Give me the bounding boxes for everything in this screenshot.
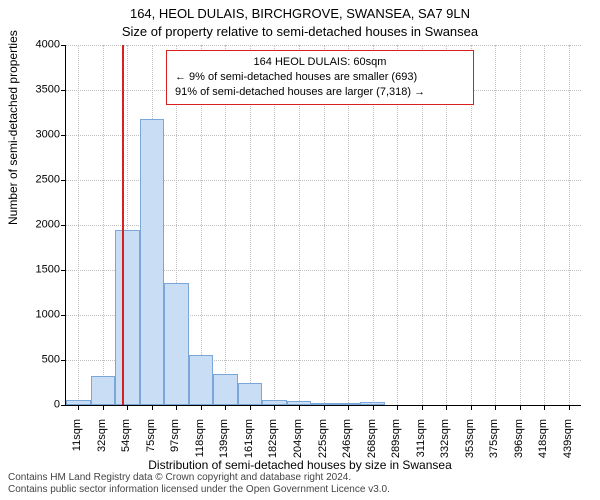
xtick-mark (495, 405, 496, 410)
xtick-label: 353sqm (464, 419, 476, 469)
xtick-mark (250, 405, 251, 410)
reference-line (122, 45, 124, 405)
gridline-v (78, 45, 79, 405)
ytick-mark (61, 270, 66, 271)
xtick-label: 396sqm (513, 419, 525, 469)
ytick-mark (61, 90, 66, 91)
xtick-mark (471, 405, 472, 410)
ytick-mark (61, 360, 66, 361)
xtick-label: 289sqm (390, 419, 402, 469)
xtick-mark (78, 405, 79, 410)
xtick-label: 225sqm (317, 419, 329, 469)
y-axis-label: Number of semi-detached properties (6, 30, 20, 225)
xtick-label: 32sqm (96, 419, 108, 469)
ytick-label: 4000 (10, 40, 60, 51)
ytick-label: 0 (10, 400, 60, 411)
xtick-label: 118sqm (194, 419, 206, 469)
ytick-label: 1000 (10, 310, 60, 321)
ytick-mark (61, 405, 66, 406)
histogram-bar (262, 400, 287, 405)
xtick-label: 97sqm (169, 419, 181, 469)
footer-line-1: Contains HM Land Registry data © Crown c… (8, 472, 390, 484)
xtick-label: 11sqm (71, 419, 83, 469)
chart-plot-area: 164 HEOL DULAIS: 60sqm← 9% of semi-detac… (65, 45, 581, 406)
histogram-bar (140, 119, 165, 405)
xtick-mark (324, 405, 325, 410)
ytick-mark (61, 180, 66, 181)
xtick-mark (225, 405, 226, 410)
footer-attribution: Contains HM Land Registry data © Crown c… (8, 472, 390, 496)
xtick-label: 418sqm (537, 419, 549, 469)
xtick-mark (422, 405, 423, 410)
ytick-label: 3000 (10, 130, 60, 141)
ytick-label: 2000 (10, 220, 60, 231)
histogram-bar (360, 402, 385, 405)
xtick-mark (299, 405, 300, 410)
legend-line: ← 9% of semi-detached houses are smaller… (175, 70, 465, 85)
xtick-label: 75sqm (145, 419, 157, 469)
xtick-label: 246sqm (341, 419, 353, 469)
ytick-label: 500 (10, 355, 60, 366)
ytick-mark (61, 315, 66, 316)
ytick-label: 3500 (10, 85, 60, 96)
histogram-bar (287, 401, 312, 405)
histogram-bar (91, 376, 116, 405)
chart-title-main: 164, HEOL DULAIS, BIRCHGROVE, SWANSEA, S… (0, 6, 600, 21)
xtick-label: 139sqm (218, 419, 230, 469)
gridline-v (495, 45, 496, 405)
xtick-label: 268sqm (366, 419, 378, 469)
ytick-mark (61, 135, 66, 136)
ytick-label: 1500 (10, 265, 60, 276)
xtick-mark (176, 405, 177, 410)
xtick-mark (201, 405, 202, 410)
gridline-v (544, 45, 545, 405)
xtick-mark (397, 405, 398, 410)
gridline-v (103, 45, 104, 405)
xtick-mark (103, 405, 104, 410)
xtick-mark (348, 405, 349, 410)
xtick-label: 182sqm (267, 419, 279, 469)
gridline-v (520, 45, 521, 405)
xtick-label: 375sqm (488, 419, 500, 469)
xtick-mark (569, 405, 570, 410)
histogram-bar (115, 230, 140, 406)
ytick-label: 2500 (10, 175, 60, 186)
histogram-bar (336, 403, 361, 405)
xtick-label: 311sqm (415, 419, 427, 469)
xtick-label: 54sqm (120, 419, 132, 469)
xtick-label: 204sqm (292, 419, 304, 469)
histogram-bar (66, 400, 91, 405)
histogram-bar (164, 283, 189, 405)
xtick-label: 161sqm (243, 419, 255, 469)
histogram-bar (189, 355, 214, 405)
ytick-mark (61, 225, 66, 226)
histogram-bar (238, 383, 263, 406)
legend-box: 164 HEOL DULAIS: 60sqm← 9% of semi-detac… (166, 50, 474, 105)
xtick-mark (544, 405, 545, 410)
gridline-v (569, 45, 570, 405)
xtick-mark (520, 405, 521, 410)
legend-line: 91% of semi-detached houses are larger (… (175, 85, 465, 100)
xtick-mark (274, 405, 275, 410)
xtick-mark (127, 405, 128, 410)
ytick-mark (61, 45, 66, 46)
xtick-label: 332sqm (439, 419, 451, 469)
xtick-label: 439sqm (562, 419, 574, 469)
chart-title-sub: Size of property relative to semi-detach… (0, 24, 600, 39)
histogram-bar (311, 403, 336, 405)
histogram-bar (213, 374, 238, 406)
xtick-mark (152, 405, 153, 410)
xtick-mark (446, 405, 447, 410)
footer-line-2: Contains public sector information licen… (8, 484, 390, 496)
legend-line: 164 HEOL DULAIS: 60sqm (175, 55, 465, 70)
xtick-mark (373, 405, 374, 410)
